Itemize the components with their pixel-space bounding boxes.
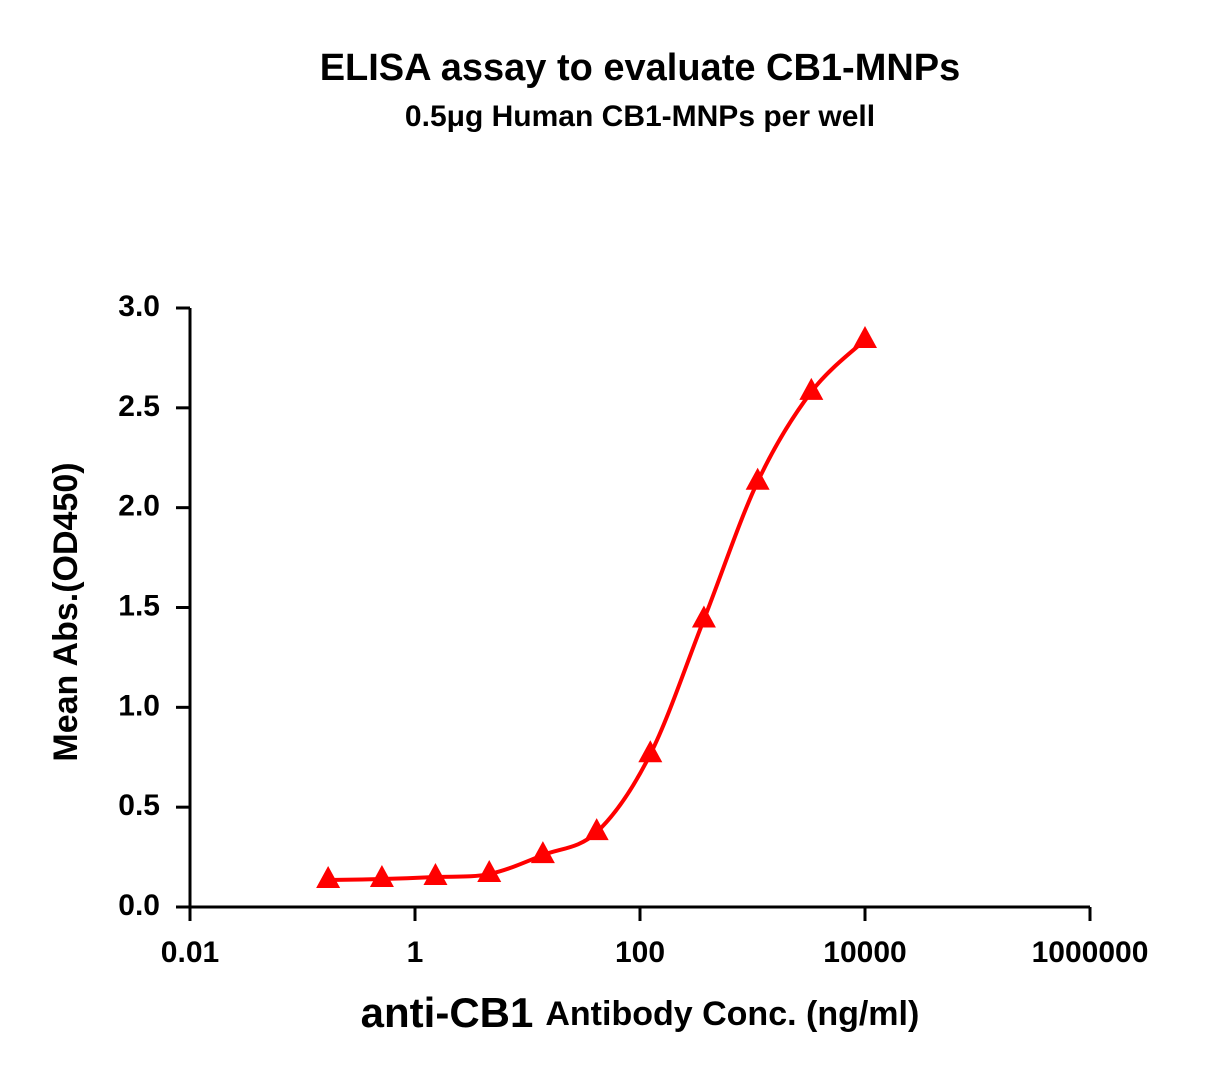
data-point <box>853 325 877 348</box>
x-axis-label-main: anti-CB1 <box>361 989 534 1036</box>
x-tick-label: 100 <box>615 936 665 969</box>
data-point <box>584 818 609 841</box>
x-tick-label: 1000000 <box>1032 936 1149 969</box>
y-tick-label: 2.5 <box>118 390 160 423</box>
y-tick-label: 1.0 <box>118 689 160 722</box>
data-point <box>799 377 824 400</box>
data-point <box>691 605 716 628</box>
x-tick-label: 0.01 <box>161 936 219 969</box>
x-tick-label: 1 <box>407 936 424 969</box>
x-tick-label: 10000 <box>823 936 906 969</box>
y-tick-label: 0.0 <box>118 889 160 922</box>
fit-curve <box>328 338 867 883</box>
x-axis-label-rest: Antibody Conc. (ng/ml) <box>545 995 919 1033</box>
data-point <box>530 841 555 864</box>
data-point <box>316 866 341 889</box>
y-tick-label: 1.5 <box>118 589 160 622</box>
y-tick-label: 3.0 <box>118 290 160 323</box>
x-axis-label: anti-CB1 Antibody Conc. (ng/ml) <box>361 989 920 1036</box>
data-point <box>745 467 770 490</box>
y-tick-label: 0.5 <box>118 789 160 822</box>
chart-subtitle: 0.5μg Human CB1-MNPs per well <box>405 100 875 133</box>
data-point <box>369 865 394 888</box>
y-axis-label: Mean Abs.(OD450) <box>47 462 85 761</box>
y-tick-label: 2.0 <box>118 490 160 523</box>
data-point <box>477 860 502 883</box>
chart-title: ELISA assay to evaluate CB1-MNPs <box>320 47 961 89</box>
data-point <box>423 863 448 886</box>
data-point <box>638 740 663 763</box>
